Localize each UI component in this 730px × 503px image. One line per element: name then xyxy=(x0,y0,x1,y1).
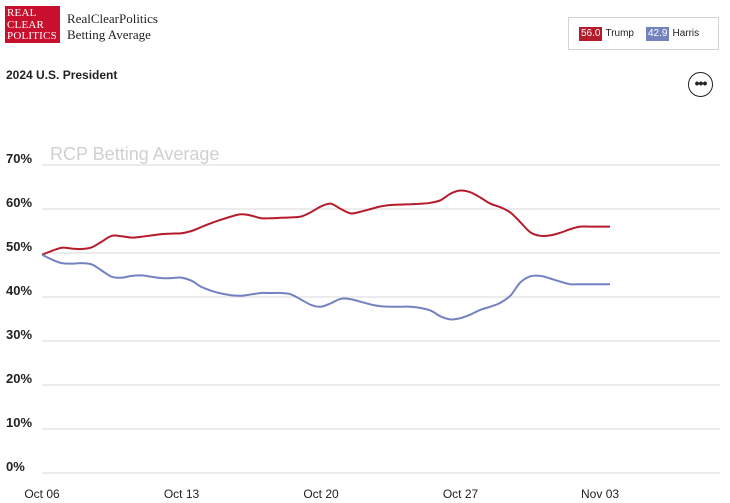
legend-value-harris: 42.9 xyxy=(646,26,670,41)
y-tick-label: 0% xyxy=(6,459,25,474)
x-tick-label: Oct 20 xyxy=(303,487,339,501)
legend-item-trump[interactable]: 56.0 Trump xyxy=(579,26,634,41)
y-tick-label: 60% xyxy=(6,195,32,210)
y-tick-label: 30% xyxy=(6,327,32,342)
series-line-harris xyxy=(41,253,610,321)
brand-line-2: Betting Average xyxy=(67,27,151,42)
y-tick-label: 10% xyxy=(6,415,32,430)
legend-label-trump: Trump xyxy=(605,28,634,39)
brand-name[interactable]: RealClearPolitics Betting Average xyxy=(67,11,158,43)
chart-legend: 56.0 Trump 42.9 Harris xyxy=(568,17,719,50)
legend-item-harris[interactable]: 42.9 Harris xyxy=(646,26,700,41)
x-tick-label: Oct 13 xyxy=(164,487,200,501)
legend-value-trump: 56.0 xyxy=(579,26,603,41)
logo-line-2: CLEAR xyxy=(7,18,45,31)
rcp-logo[interactable]: REAL CLEAR POLITICS xyxy=(5,6,60,43)
y-tick-label: 40% xyxy=(6,283,32,298)
y-tick-label: 50% xyxy=(6,239,32,254)
series-line-trump xyxy=(41,189,610,256)
legend-label-harris: Harris xyxy=(672,28,700,39)
page-title: 2024 U.S. President xyxy=(6,68,118,82)
x-tick-label: Oct 27 xyxy=(443,487,479,501)
y-tick-label: 70% xyxy=(6,151,32,166)
more-options-button[interactable]: ••• xyxy=(688,72,713,97)
x-tick-label: Nov 03 xyxy=(581,487,619,501)
y-tick-label: 20% xyxy=(6,371,32,386)
brand-line-1: RealClearPolitics xyxy=(67,11,158,26)
chart-watermark: RCP Betting Average xyxy=(50,144,219,164)
logo-line-3: POLITICS xyxy=(7,30,57,42)
x-tick-label: Oct 06 xyxy=(24,487,60,501)
more-dots-icon: ••• xyxy=(694,74,708,91)
logo-line-1: REAL xyxy=(7,7,37,19)
